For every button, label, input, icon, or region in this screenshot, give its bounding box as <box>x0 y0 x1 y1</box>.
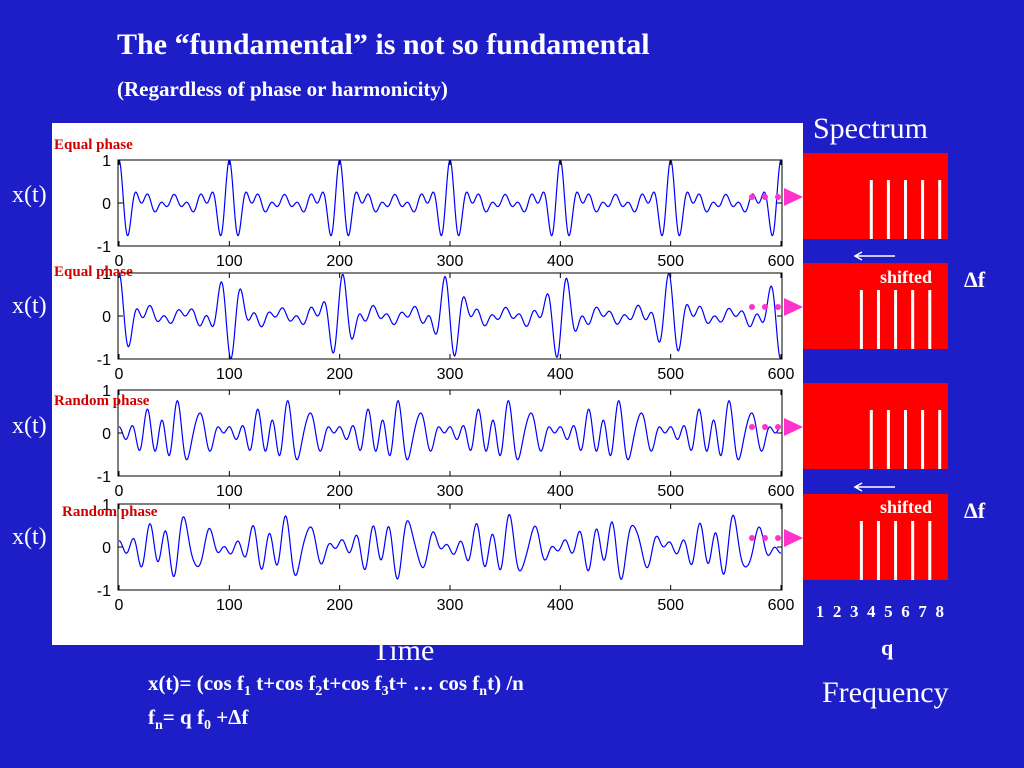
formula-text: x(t)= (cos f <box>148 671 244 695</box>
spectrum-q-tick-label: 5 <box>884 602 893 621</box>
formula-subscript: 2 <box>315 684 323 700</box>
plot-label: Equal phase <box>54 264 133 280</box>
formula-text: f <box>148 705 155 729</box>
formula-subscript: 1 <box>243 684 251 700</box>
delta-f-label: Δf <box>964 498 986 523</box>
y-axis-label: x(t) <box>12 182 47 208</box>
formula-text: t+ … cos f <box>388 671 480 695</box>
plot-panel <box>52 123 803 645</box>
formula-subscript: n <box>155 718 163 734</box>
signal-formula: x(t)= (cos f1 t+cos f2t+cos f3t+ … cos f… <box>148 669 524 700</box>
formula-subscript: 0 <box>203 718 211 734</box>
formula-subscript: n <box>479 684 488 700</box>
y-axis-label: x(t) <box>12 524 47 550</box>
spectrum-q-tick-label: 4 <box>867 602 876 621</box>
shifted-note: shifted <box>880 497 933 517</box>
plot-label: Random phase <box>62 504 158 520</box>
y-axis-label: x(t) <box>12 413 47 439</box>
formula-text: t+cos f <box>322 671 382 695</box>
formula-text: = q f <box>162 705 204 729</box>
y-axis-label: x(t) <box>12 293 47 319</box>
plot-label: Random phase <box>54 393 150 409</box>
spectrum-q-tick-label: 1 <box>816 602 825 621</box>
slide-subtitle: (Regardless of phase or harmonicity) <box>117 77 448 101</box>
spectrum-box <box>803 153 948 239</box>
arrow-left-icon <box>853 251 895 261</box>
delta-f-label: Δf <box>964 267 986 292</box>
plot-label: Equal phase <box>54 137 133 153</box>
arrow-left-icon <box>853 482 895 492</box>
spectrum-q-tick-label: 7 <box>918 602 927 621</box>
frequency-formula: fn= q f0 +Δf <box>148 703 249 734</box>
formula-subscript: 3 <box>381 684 389 700</box>
formula-text: t+cos f <box>250 671 316 695</box>
spectrum-box <box>803 383 948 469</box>
formula-text: t) /n <box>487 671 524 695</box>
formula-text: +Δf <box>210 705 249 729</box>
spectrum-q-tick-label: 2 <box>833 602 842 621</box>
shifted-note: shifted <box>880 267 933 287</box>
spectrum-q-tick-label: 3 <box>850 602 859 621</box>
spectrum-title: Spectrum <box>813 112 928 145</box>
slide-title: The “fundamental” is not so fundamental <box>117 28 650 61</box>
spectrum-q-tick-label: 8 <box>935 602 944 621</box>
spectrum-q-axis-label: q <box>881 635 894 660</box>
frequency-axis-label: Frequency <box>822 676 949 709</box>
spectrum-q-tick-label: 6 <box>901 602 910 621</box>
